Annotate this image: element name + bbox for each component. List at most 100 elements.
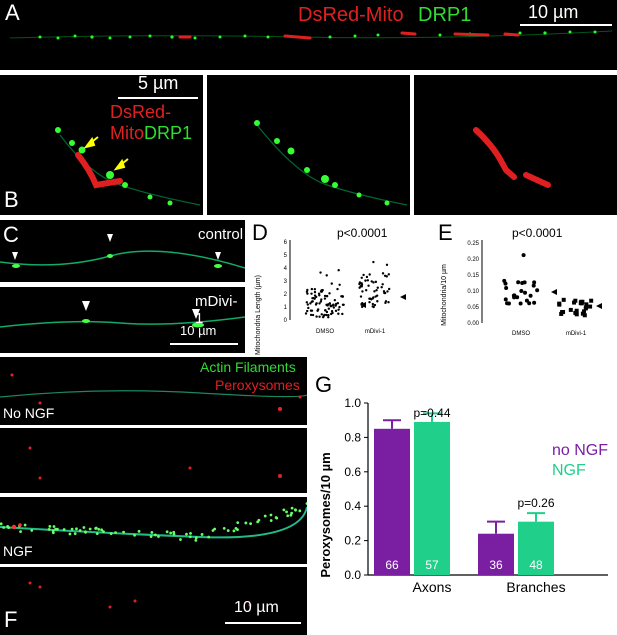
panel-f-ngf-merge: NGF xyxy=(0,497,307,564)
panel-c-mdivi: mDivi-1 10 µm xyxy=(0,287,245,353)
panel-a-label-green: DRP1 xyxy=(418,4,472,26)
panel-f-punctum xyxy=(109,532,113,536)
panel-f-punctum xyxy=(150,531,154,534)
panel-f-punctum xyxy=(149,535,153,538)
panel-b-green-image xyxy=(254,120,408,206)
panel-d-dot xyxy=(371,302,375,306)
panel-d-dot xyxy=(323,297,327,300)
panel-b-label-green: DRP1 xyxy=(144,123,193,143)
panel-d-dot xyxy=(341,303,345,307)
panel-g-ylabel: Peroxysomes/10 µm xyxy=(318,452,333,577)
panel-e-dot xyxy=(528,293,533,298)
panel-g-xcat-1: Branches xyxy=(506,579,565,595)
panel-e-ytick-3: 0.15 xyxy=(467,273,479,279)
panel-e-dot xyxy=(532,300,537,305)
panel-b-green xyxy=(207,75,410,215)
panel-d-dot xyxy=(315,302,318,305)
panel-d-dot xyxy=(326,304,329,307)
panel-d-ytick-4: 4 xyxy=(284,266,288,272)
panel-g-bar xyxy=(374,428,410,575)
panel-d-dot xyxy=(318,315,321,318)
panel-f-ngf-merge-image xyxy=(0,502,307,542)
panel-f-punctum xyxy=(122,530,125,534)
panel-c-mdivi-label: mDivi-1 xyxy=(195,293,238,327)
panel-a-micrograph xyxy=(9,30,613,40)
panel-d-dot xyxy=(327,315,330,319)
panel-f-punctum xyxy=(200,533,204,536)
panel-a-label-red: DsRed-Mito xyxy=(298,4,404,26)
panel-f-punctum xyxy=(179,538,182,541)
panel-f-punctum xyxy=(298,509,302,513)
panel-f-punctum xyxy=(236,528,239,531)
panel-f-punctum xyxy=(95,532,99,536)
panel-d-dot xyxy=(320,298,323,301)
panel-d-dot xyxy=(313,288,317,291)
panel-f-punctum xyxy=(70,527,74,531)
panel-d-dot xyxy=(329,305,333,308)
panel-d-dot xyxy=(325,294,329,298)
panel-g-pvalue-axons: p=0.44 xyxy=(413,406,450,420)
panel-d-dot xyxy=(387,273,390,276)
panel-f-punctum xyxy=(269,513,273,517)
panel-e-dot xyxy=(519,289,524,294)
panel-f-punctum xyxy=(94,527,98,530)
panel-d-dot xyxy=(375,289,378,292)
panel-e-ytick-1: 0.05 xyxy=(467,305,479,311)
panel-f-punctum xyxy=(275,516,279,520)
panel-g-legend-nongf: no NGF xyxy=(552,442,608,459)
panel-d-dot xyxy=(306,303,310,306)
panel-f-punctum xyxy=(165,530,169,534)
panel-f-punctum xyxy=(263,514,267,518)
panel-d-dot xyxy=(334,302,338,306)
panel-e-dot xyxy=(516,280,521,285)
panel-e-dot xyxy=(531,283,536,288)
panel-d-dot xyxy=(325,313,328,317)
panel-g-n-label: 48 xyxy=(529,558,543,572)
panel-f-punctum xyxy=(73,532,77,536)
panel-d-dot xyxy=(333,298,337,302)
panel-b-merge: 5 µm DsRed-Mito DRP1 B xyxy=(0,75,203,215)
panel-d-dot xyxy=(304,312,308,315)
panel-f-punctum xyxy=(48,524,52,528)
panel-d-dot xyxy=(306,309,309,313)
panel-f-punctum xyxy=(100,528,103,532)
panel-e-dot xyxy=(559,311,564,316)
panel-d-dot xyxy=(367,284,370,287)
panel-f-nongf-red xyxy=(0,428,307,493)
panel-f-punctum xyxy=(88,527,92,531)
panel-d-dot xyxy=(314,295,318,299)
panel-b-red xyxy=(414,75,617,215)
panel-f-punctum xyxy=(236,521,240,525)
panel-d-dot xyxy=(332,303,335,306)
panel-d-ytick-3: 3 xyxy=(284,279,288,285)
panel-f-nongf-label: No NGF xyxy=(3,405,55,421)
panel-d-dot xyxy=(306,292,309,295)
panel-e-ytick-5: 0.25 xyxy=(467,241,479,247)
panel-f-punctum xyxy=(68,532,72,536)
panel-d-dot xyxy=(316,308,320,311)
panel-e-dot xyxy=(518,301,523,306)
panel-g-bar xyxy=(414,421,450,575)
panel-d-dot xyxy=(373,290,376,293)
panel-f-punctum xyxy=(154,533,157,537)
panel-d-dot xyxy=(386,290,389,293)
panel-d-dot xyxy=(310,300,314,303)
panel-d-dot xyxy=(311,313,315,317)
panel-f-punctum xyxy=(169,531,173,535)
panel-d-dot xyxy=(323,313,326,317)
panel-d-dot xyxy=(341,312,344,316)
panel-g-ytick-label: 0.2 xyxy=(344,534,361,548)
panel-f-ngf-red-image xyxy=(28,581,252,609)
panel-d-dot xyxy=(309,313,313,317)
panel-f-punctum xyxy=(305,502,307,505)
panel-f-punctum xyxy=(194,536,198,540)
panel-d-dot xyxy=(315,315,318,318)
panel-d-dot xyxy=(368,300,371,304)
panel-d-dot xyxy=(328,302,332,305)
panel-f-ngf-label: NGF xyxy=(3,543,33,559)
panel-d-dot xyxy=(338,283,341,286)
panel-d-dot xyxy=(334,309,338,313)
panel-e-dot xyxy=(582,309,587,314)
panel-g-ytick-label: 0.0 xyxy=(344,568,361,582)
panel-e-ytick-2: 0.10 xyxy=(467,289,479,295)
